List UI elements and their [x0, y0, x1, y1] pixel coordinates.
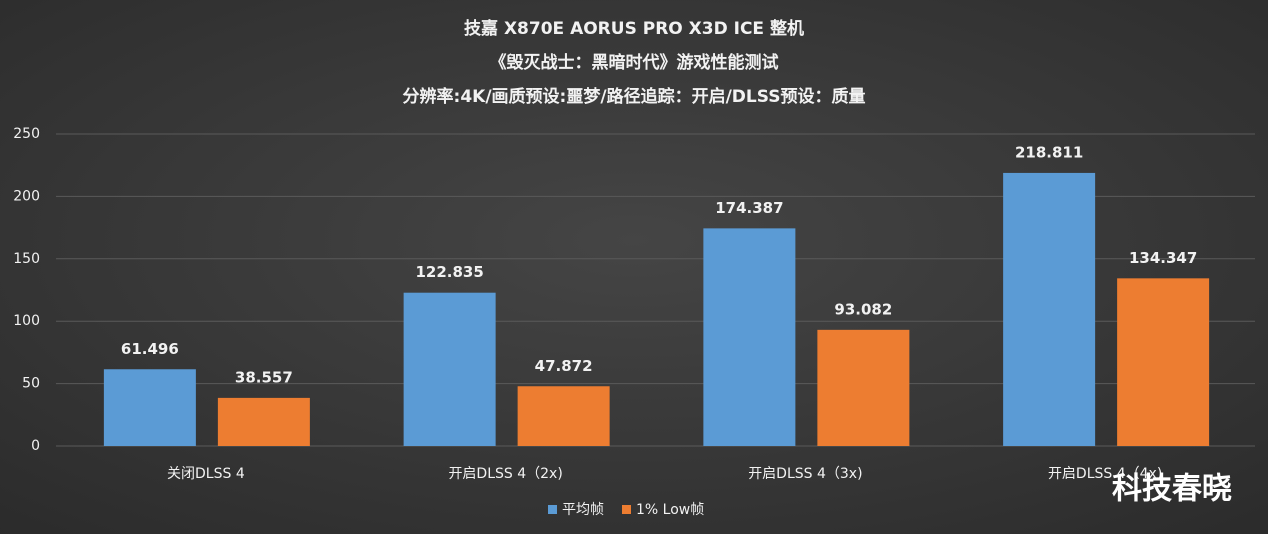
bar — [703, 228, 796, 446]
value-label: 38.557 — [235, 368, 293, 386]
x-tick-label: 开启DLSS 4（4x) — [1048, 466, 1162, 482]
bar — [217, 397, 310, 446]
chart-subtitle: 分辨率:4K/画质预设:噩梦/路径追踪：开启/DLSS预设：质量 — [403, 86, 866, 107]
y-tick-label: 150 — [13, 251, 40, 267]
value-label: 134.347 — [1129, 249, 1197, 267]
y-tick-label: 50 — [22, 376, 40, 392]
bar — [517, 386, 610, 446]
bar — [817, 329, 910, 446]
value-label: 174.387 — [715, 199, 783, 217]
bar — [1003, 172, 1096, 446]
x-tick-label: 关闭DLSS 4 — [167, 466, 245, 482]
value-label: 47.872 — [535, 357, 593, 375]
x-tick-label: 开启DLSS 4（2x) — [448, 466, 562, 482]
y-tick-label: 0 — [31, 438, 40, 454]
value-label: 61.496 — [121, 340, 179, 358]
bar — [1117, 278, 1210, 446]
y-tick-label: 200 — [13, 188, 40, 204]
x-tick-label: 开启DLSS 4（3x) — [748, 466, 862, 482]
bar — [403, 292, 496, 446]
legend-swatch — [622, 505, 631, 514]
legend-label: 平均帧 — [562, 502, 604, 518]
chart-title: 技嘉 X870E AORUS PRO X3D ICE 整机 — [464, 18, 804, 39]
bar — [103, 369, 196, 446]
chart-subtitle: 《毁灭战士：黑暗时代》游戏性能测试 — [490, 52, 779, 73]
value-label: 122.835 — [415, 263, 483, 281]
value-label: 93.082 — [834, 300, 892, 318]
y-tick-label: 100 — [13, 313, 40, 329]
watermark: 科技春晓 — [1112, 472, 1232, 507]
y-tick-label: 250 — [13, 126, 40, 142]
legend-label: 1% Low帧 — [636, 502, 704, 518]
value-label: 218.811 — [1015, 143, 1083, 161]
legend-swatch — [548, 505, 557, 514]
